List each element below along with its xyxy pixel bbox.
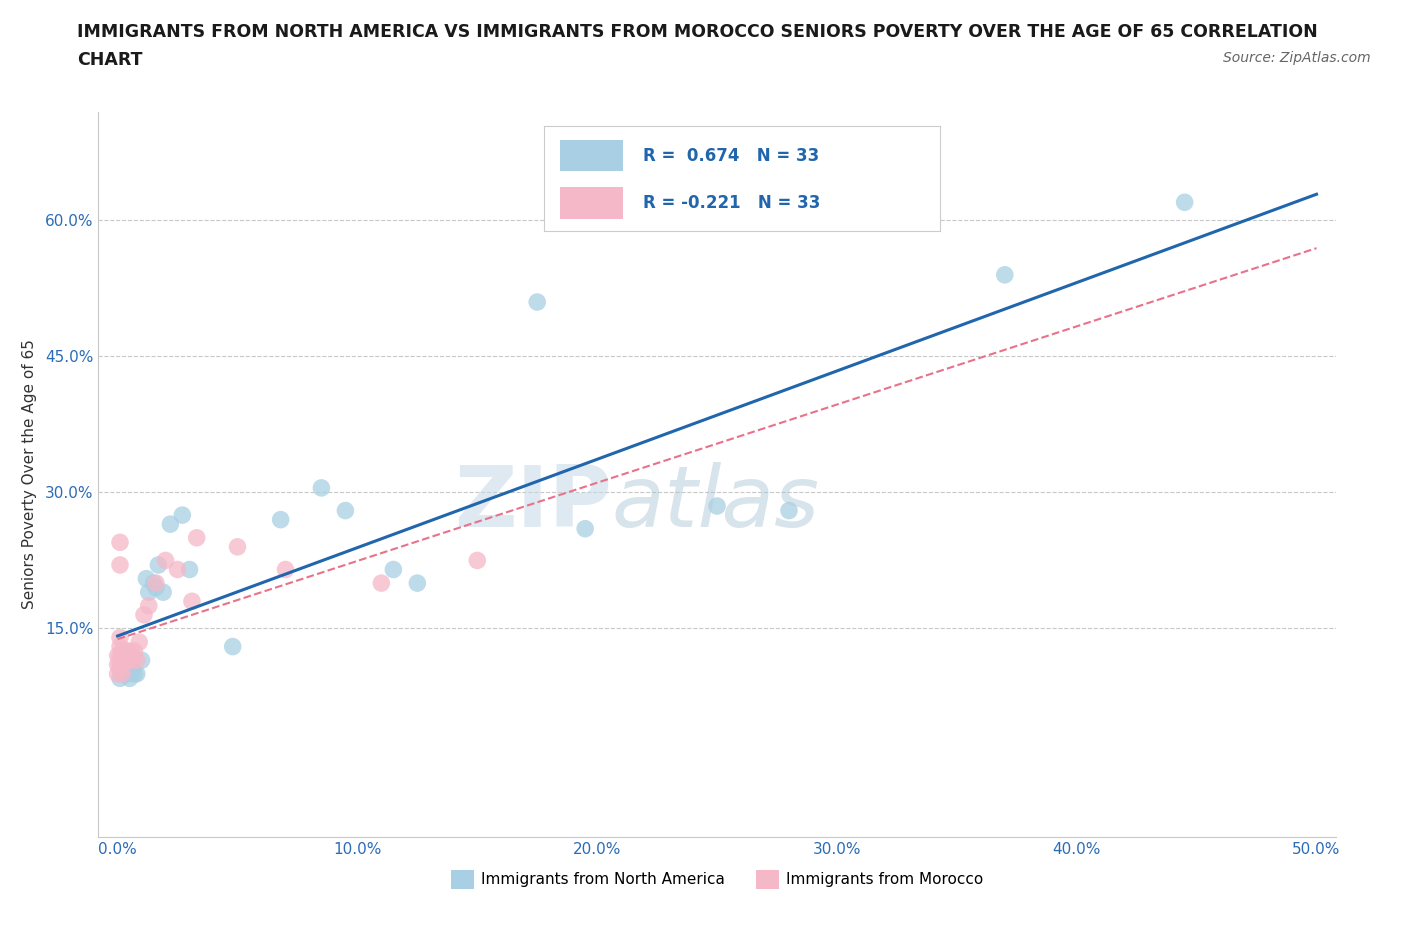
Point (111, 648, 134, 663)
Point (142, 576, 165, 591)
Point (152, 585, 174, 600)
Point (1174, 195, 1197, 210)
Point (121, 662, 143, 677)
Point (406, 576, 429, 591)
Point (111, 666, 134, 681)
Point (311, 481, 333, 496)
Point (526, 295, 548, 310)
Point (108, 631, 131, 645)
Point (111, 666, 134, 681)
Point (994, 268, 1017, 283)
Text: atlas: atlas (612, 462, 820, 545)
Point (465, 553, 488, 568)
Point (111, 644, 134, 658)
Point (179, 562, 201, 577)
Point (270, 512, 292, 527)
Point (382, 562, 405, 577)
Point (226, 539, 249, 554)
Point (111, 653, 134, 668)
Point (121, 653, 143, 668)
Point (121, 648, 143, 663)
Point (135, 571, 157, 586)
Point (125, 653, 148, 668)
Point (115, 666, 138, 681)
Point (132, 607, 155, 622)
Point (124, 644, 146, 658)
Point (114, 653, 136, 668)
Point (114, 653, 136, 668)
Point (148, 558, 170, 573)
Point (115, 644, 138, 658)
Point (111, 662, 134, 677)
Point (108, 671, 131, 685)
Point (114, 658, 136, 672)
Point (108, 662, 131, 677)
Point (108, 535, 131, 550)
Text: Source: ZipAtlas.com: Source: ZipAtlas.com (1223, 51, 1371, 65)
Point (574, 521, 596, 536)
Point (108, 648, 131, 663)
Text: ZIP: ZIP (454, 462, 612, 545)
Point (706, 498, 728, 513)
Point (335, 503, 357, 518)
Point (108, 658, 131, 672)
Point (138, 585, 160, 600)
Point (118, 644, 141, 658)
Point (118, 653, 141, 668)
Point (125, 666, 148, 681)
Point (131, 653, 153, 668)
Legend: Immigrants from North America, Immigrants from Morocco: Immigrants from North America, Immigrant… (444, 864, 990, 895)
Point (778, 503, 800, 518)
Point (108, 558, 131, 573)
Point (172, 508, 194, 523)
Point (159, 517, 181, 532)
Point (108, 639, 131, 654)
Point (145, 576, 167, 591)
Point (155, 553, 177, 568)
Point (274, 562, 297, 577)
Point (118, 671, 141, 685)
Point (118, 658, 141, 672)
Point (181, 594, 204, 609)
Point (145, 580, 167, 595)
Point (186, 530, 208, 545)
Point (114, 662, 136, 677)
Point (107, 666, 129, 681)
Point (107, 648, 129, 663)
Point (138, 598, 160, 613)
Y-axis label: Seniors Poverty Over the Age of 65: Seniors Poverty Over the Age of 65 (21, 339, 37, 609)
Text: CHART: CHART (77, 51, 143, 69)
Point (124, 666, 146, 681)
Point (128, 634, 150, 649)
Point (107, 658, 129, 672)
Point (166, 562, 188, 577)
Text: IMMIGRANTS FROM NORTH AMERICA VS IMMIGRANTS FROM MOROCCO SENIORS POVERTY OVER TH: IMMIGRANTS FROM NORTH AMERICA VS IMMIGRA… (77, 23, 1317, 41)
Point (370, 576, 392, 591)
Point (222, 639, 245, 654)
